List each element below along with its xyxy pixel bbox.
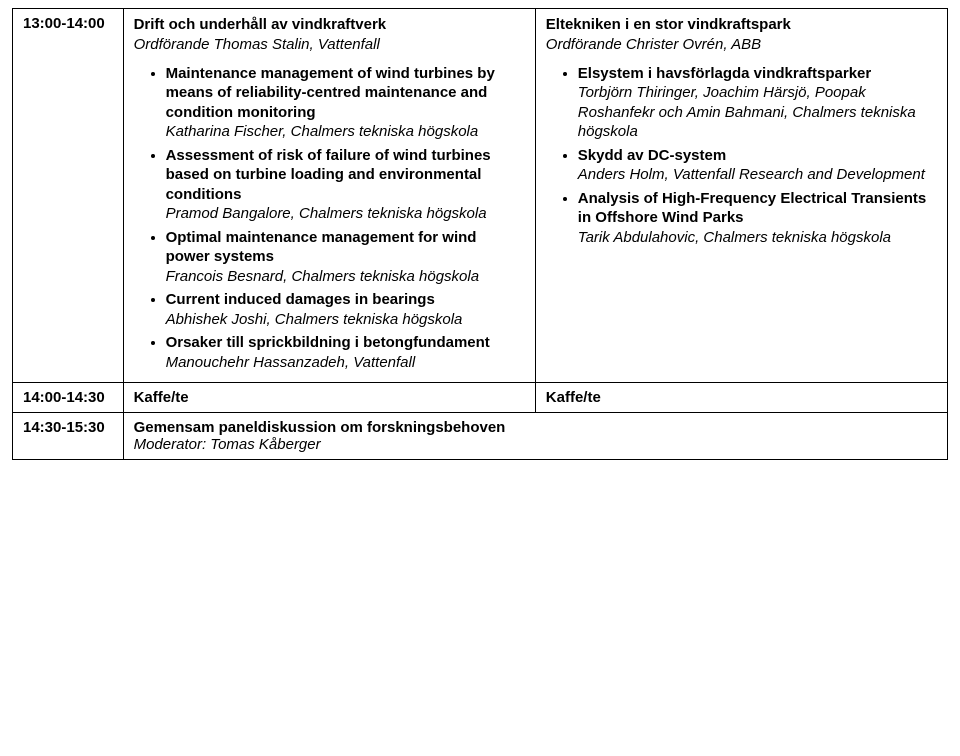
session-left: Drift och underhåll av vindkraftverk Ord… — [123, 9, 535, 383]
list-item: Orsaker till sprickbildning i betongfund… — [166, 333, 525, 372]
talk-list: Elsystem i havsförlagda vindkraftsparker… — [546, 64, 937, 248]
time-cell: 13:00-14:00 — [13, 9, 124, 383]
talk-title: Orsaker till sprickbildning i betongfund… — [166, 334, 490, 351]
talk-title: Maintenance management of wind turbines … — [166, 65, 495, 121]
session-chair: Ordförande Christer Ovrén, ABB — [546, 36, 761, 53]
session-right: Eltekniken i en stor vindkraftspark Ordf… — [535, 9, 947, 383]
session-title: Eltekniken i en stor vindkraftspark — [546, 16, 791, 33]
panel-title: Gemensam paneldiskussion om forskningsbe… — [134, 419, 506, 436]
talk-author: Katharina Fischer, Chalmers tekniska hög… — [166, 123, 479, 140]
talk-author: Pramod Bangalore, Chalmers tekniska högs… — [166, 205, 487, 222]
list-item: Analysis of High-Frequency Electrical Tr… — [578, 189, 937, 248]
talk-author: Francois Besnard, Chalmers tekniska högs… — [166, 268, 479, 285]
time-text: 13:00-14:00 — [23, 15, 105, 32]
coffee-text: Kaffe/te — [134, 389, 189, 406]
session-title: Drift och underhåll av vindkraftverk — [134, 16, 387, 33]
coffee-right: Kaffe/te — [535, 383, 947, 413]
table-row: 14:00-14:30 Kaffe/te Kaffe/te — [13, 383, 948, 413]
time-cell: 14:30-15:30 — [13, 413, 124, 460]
schedule-table: 13:00-14:00 Drift och underhåll av vindk… — [12, 8, 948, 460]
time-cell: 14:00-14:30 — [13, 383, 124, 413]
list-item: Assessment of risk of failure of wind tu… — [166, 146, 525, 224]
talk-title: Current induced damages in bearings — [166, 291, 435, 308]
talk-title: Skydd av DC-system — [578, 147, 726, 164]
talk-author: Tarik Abdulahovic, Chalmers tekniska hög… — [578, 229, 891, 246]
panel-cell: Gemensam paneldiskussion om forskningsbe… — [123, 413, 947, 460]
list-item: Current induced damages in bearings Abhi… — [166, 290, 525, 329]
talk-title: Optimal maintenance management for wind … — [166, 229, 477, 266]
coffee-left: Kaffe/te — [123, 383, 535, 413]
list-item: Skydd av DC-system Anders Holm, Vattenfa… — [578, 146, 937, 185]
panel-moderator: Moderator: Tomas Kåberger — [134, 436, 321, 453]
table-row: 13:00-14:00 Drift och underhåll av vindk… — [13, 9, 948, 383]
table-row: 14:30-15:30 Gemensam paneldiskussion om … — [13, 413, 948, 460]
talk-title: Elsystem i havsförlagda vindkraftsparker — [578, 65, 871, 82]
list-item: Optimal maintenance management for wind … — [166, 228, 525, 287]
session-chair: Ordförande Thomas Stalin, Vattenfall — [134, 36, 380, 53]
talk-author: Torbjörn Thiringer, Joachim Härsjö, Poop… — [578, 84, 916, 140]
coffee-text: Kaffe/te — [546, 389, 601, 406]
talk-title: Analysis of High-Frequency Electrical Tr… — [578, 190, 926, 227]
list-item: Elsystem i havsförlagda vindkraftsparker… — [578, 64, 937, 142]
talk-author: Manouchehr Hassanzadeh, Vattenfall — [166, 354, 416, 371]
talk-author: Anders Holm, Vattenfall Research and Dev… — [578, 166, 925, 183]
talk-author: Abhishek Joshi, Chalmers tekniska högsko… — [166, 311, 463, 328]
time-text: 14:30-15:30 — [23, 419, 105, 436]
time-text: 14:00-14:30 — [23, 389, 105, 406]
talk-list: Maintenance management of wind turbines … — [134, 64, 525, 373]
list-item: Maintenance management of wind turbines … — [166, 64, 525, 142]
talk-title: Assessment of risk of failure of wind tu… — [166, 147, 491, 203]
